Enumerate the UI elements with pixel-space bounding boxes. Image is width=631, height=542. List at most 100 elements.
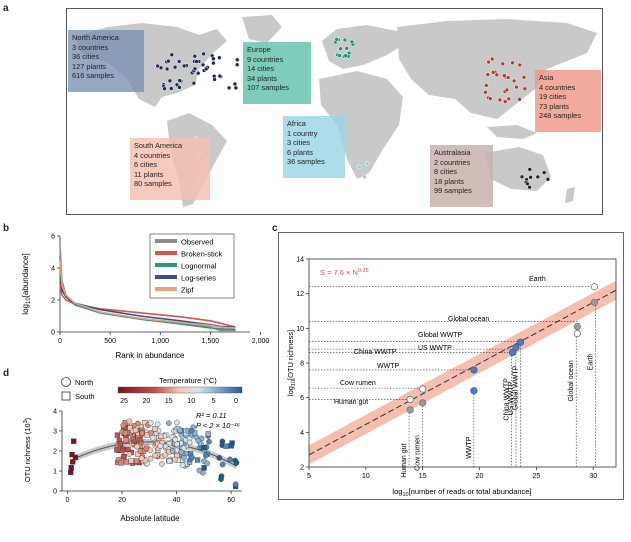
chart-d-point-south [154,451,161,457]
sample-site-dot [521,75,527,80]
chart-d-point-south [135,451,141,457]
chart-d-point-north [144,460,150,467]
chart-b-xtick-label: 1,500 [202,338,220,345]
chart-d-point-south [117,441,124,447]
region-line: 36 cities [72,52,100,62]
chart-d-point-south [205,431,211,437]
chart-d-point-south [127,425,133,431]
chart-d-point-south [136,459,143,466]
panel-letter-b: b [3,223,10,234]
sample-site-dot [164,66,170,72]
chart-d-point-north [218,476,224,483]
series-line-lognormal [59,267,236,331]
chart-d-point-south [166,449,172,455]
sample-site-dot [226,85,232,91]
chart-d-xtick-label: 60 [227,497,235,504]
chart-d-stat-p: P < 2 × 10⁻¹⁶ [196,421,240,430]
region-line: 73 plants [539,101,569,111]
chart-d-point-north [173,447,180,454]
sample-site-dot [342,37,348,43]
chart-d-point-south [125,424,131,430]
chart-d-point-south [201,465,207,471]
sample-site-dot [337,53,342,58]
sample-site-dot [155,63,160,69]
chart-d-point-south [121,454,127,460]
chart-d-point-south [72,454,79,461]
chart-d-point-north [134,443,140,450]
region-line: 4 countries [539,82,576,92]
chart-d-point-north [183,427,190,434]
chart-d-ytick-label: 1 [53,469,57,476]
sample-site-dot [162,86,167,91]
sample-site-dot [522,86,528,92]
chart-d-point-north [193,434,200,440]
series-line-broken-stick [59,283,236,328]
chart-d-point-north [179,462,186,468]
sample-site-dot [195,70,201,76]
chart-d-point-north [171,428,177,434]
chart-d-point-south [71,438,77,444]
chart-d-point-south [131,429,138,435]
chart-d-point-north [138,438,144,445]
colorbar-tick-label: 0 [234,398,238,405]
sample-site-dot [194,59,199,64]
chart-d-point-north [138,455,145,462]
chart-d-point-south [156,435,162,441]
chart-d-point-south [144,432,150,438]
chart-d-point-south [114,432,121,438]
sample-site-dot [506,96,512,102]
region-line: North America [72,33,119,42]
chart-d-point-north [184,429,190,435]
chart-d-xtick-label: 0 [66,497,70,504]
chart-d-stat-r2: R² = 0.11 [196,411,227,420]
sample-site-dot [484,83,489,88]
chart-d-point-south [140,457,147,463]
region-line: 9 countries [247,54,284,64]
chart-d-point-north [182,462,188,469]
chart-d-ytick-label: 2 [53,449,57,456]
chart-d-point-north [180,453,186,459]
chart-d-point-south [139,429,145,435]
chart-d-point-south [124,429,130,435]
region-box-africa: Africa 1 country 3 cities 6 plants 36 sa… [283,116,345,178]
chart-d-point-north [143,429,150,436]
chart-d-point-north [170,433,177,440]
chart-d-xtick-label: 20 [118,497,126,504]
chart-d-point-south [131,442,138,448]
sample-site-dot [349,39,355,45]
colorbar-label: Temperature (°C) [159,376,217,385]
region-box-asia: Asia 4 countries 19 cities 73 plants 248… [535,70,601,132]
region-line: 36 samples [287,157,325,167]
chart-d-point-north [137,448,144,454]
sample-site-dot [181,63,187,69]
region-line: Asia [539,73,554,82]
legend-swatch [155,275,177,279]
chart-d-point-south [132,430,138,436]
legend-north-marker [61,377,71,387]
chart-d-point-north [206,438,212,445]
chart-d-point-north [174,441,180,448]
legend-swatch [155,263,177,267]
region-line: 6 cities [134,160,158,170]
sample-site-dot [527,184,532,190]
sample-site-dot [535,174,541,180]
chart-d-point-south [166,458,172,464]
chart-d-point-north [183,438,189,445]
chart-d-point-south [223,443,229,449]
series-line-log-series [59,277,236,328]
chart-d-point-south [138,427,144,433]
chart-d-point-north [177,440,184,447]
sample-site-dot [497,97,503,103]
chart-d-point-north [189,431,195,438]
chart-d-point-north [159,453,166,460]
chart-d-point-north [143,460,150,467]
chart-d-point-north [232,457,238,464]
world-map [75,15,597,207]
chart-d-point-north [227,456,233,463]
colorbar-tick-label: 20 [143,398,151,405]
chart-d-point-north [120,453,127,460]
chart-d-point-south [137,437,143,443]
chart-d-point-north [175,425,182,432]
chart-d-point-south [114,447,120,453]
chart-d-point-north [180,441,187,448]
